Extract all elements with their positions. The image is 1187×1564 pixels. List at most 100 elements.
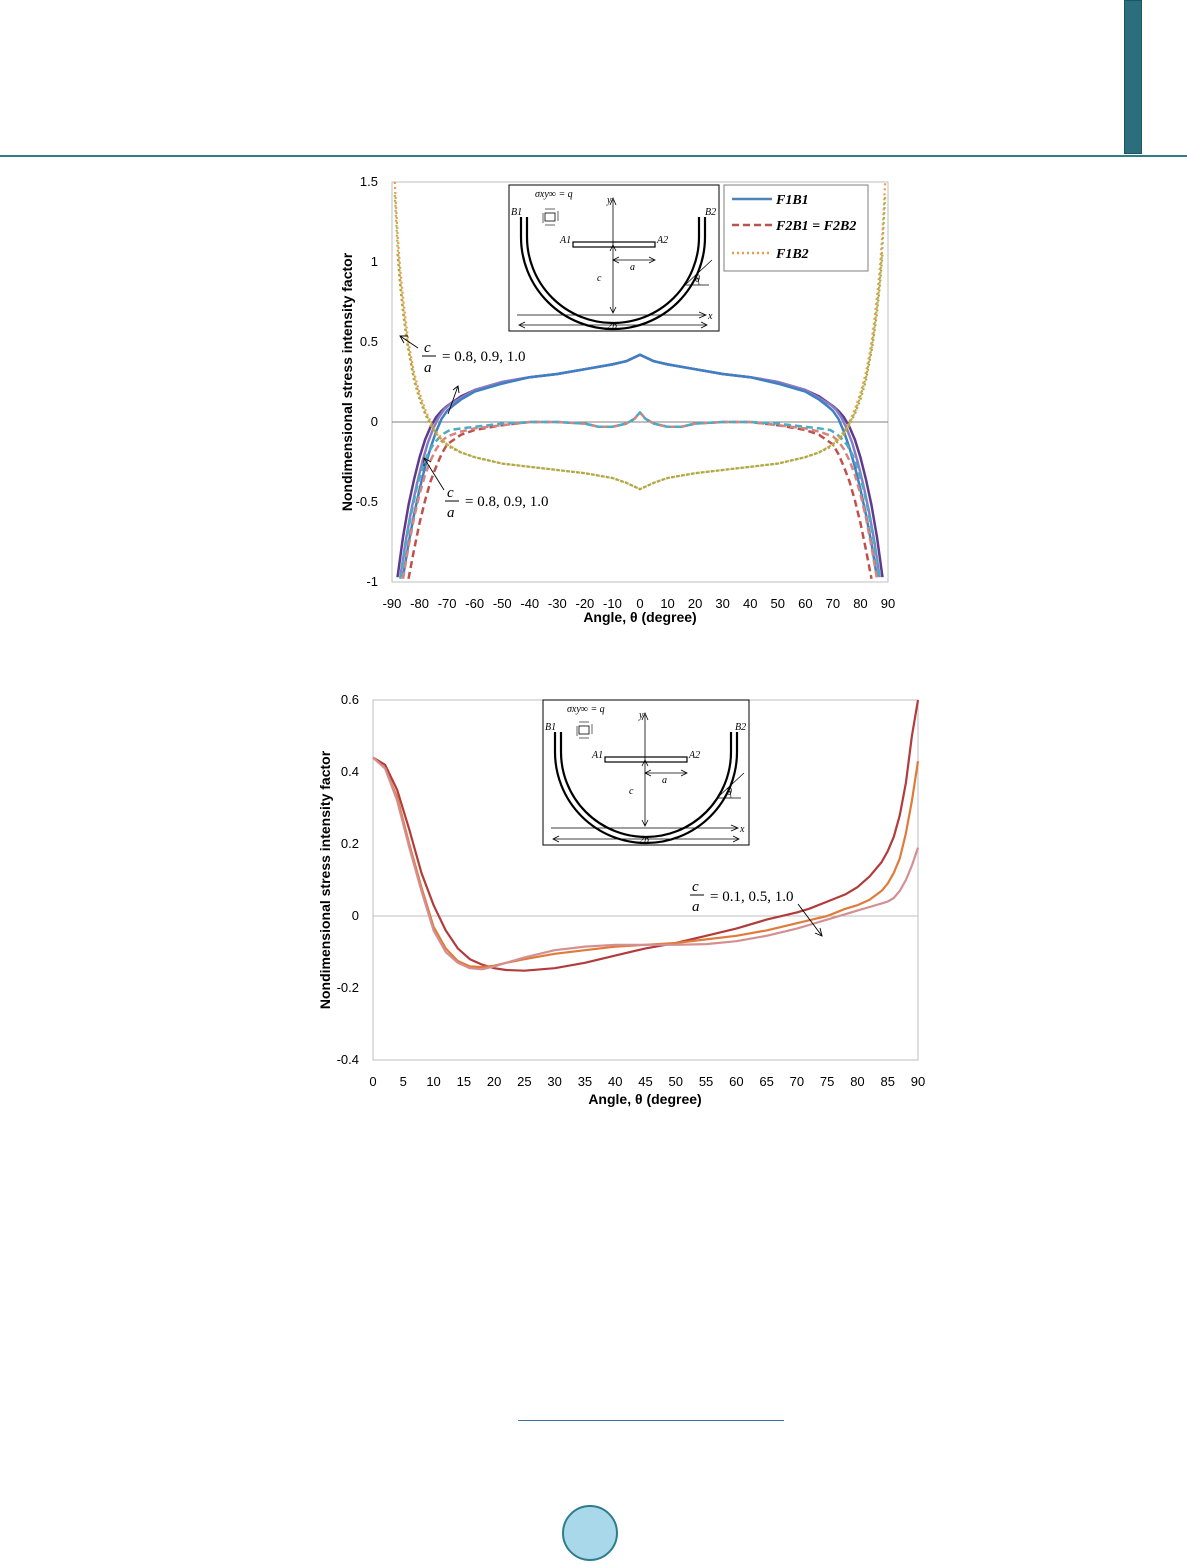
series-line-5 [401,411,879,580]
x-tick-label: 80 [853,596,867,611]
svg-text:c: c [424,340,431,356]
svg-text:= 0.8, 0.9, 1.0: = 0.8, 0.9, 1.0 [442,349,525,365]
x-tick-label: -70 [438,596,457,611]
svg-text:a: a [692,899,700,915]
svg-text:= 0.8, 0.9, 1.0: = 0.8, 0.9, 1.0 [465,494,548,510]
x-tick-label: 30 [715,596,729,611]
inset-b1: B1 [511,207,522,218]
inset-c: c [597,273,602,284]
inset-a2: A2 [656,235,668,246]
legend-label-f1b2: F1B2 [775,247,809,262]
x-tick-label: 40 [743,596,757,611]
inset-y: y [606,195,612,206]
annotation-upper: c a = 0.8, 0.9, 1.0 [399,335,525,415]
x-tick-label: 35 [578,1074,592,1089]
footer-link-underline[interactable] [518,1420,784,1421]
series-line-3 [401,353,879,578]
inset-width: 2b [607,321,617,332]
y-axis-label: Nondimensional stress intensity factor [317,750,333,1009]
x-tick-label: 50 [771,596,785,611]
svg-text:c: c [692,879,699,895]
x-tick-label: 25 [517,1074,531,1089]
x-tick-label: 80 [850,1074,864,1089]
header-rule [0,155,1187,157]
x-tick-label: -30 [548,596,567,611]
series-line-2 [399,353,881,578]
x-axis-label: Angle, θ (degree) [588,1091,701,1107]
svg-text:a: a [424,360,432,376]
y-tick-label: 1 [371,254,378,269]
inset-a: a [630,262,635,273]
inset-a1: A1 [559,235,571,246]
inset-theta: θ [727,787,732,798]
figure-1: 1.5 1 0.5 0 -0.5 -1 -90 -80 -70 -60 -50 -40 -30 -20-… [300,168,900,633]
x-tick-label: 70 [826,596,840,611]
inset-schematic: σxy∞ = q B1 B2 A1 A2 y x a c θ 2b [542,699,750,846]
y-tick-label: 0.5 [360,334,378,349]
inset-x: x [739,824,745,835]
x-tick-label: 70 [790,1074,804,1089]
journal-corner-tab [1124,0,1142,154]
inset-b1: B1 [545,722,556,733]
x-tick-label: 30 [547,1074,561,1089]
y-tick-label: 0.6 [341,692,359,707]
inset-schematic: σxy∞ = q B1 B2 A1 A2 y x a c θ 2b [508,184,720,332]
svg-text:= 0.1, 0.5, 1.0: = 0.1, 0.5, 1.0 [710,889,793,905]
x-tick-label: -50 [493,596,512,611]
legend-label-f1b1: F1B1 [775,193,809,208]
series-line-1 [396,353,884,578]
x-tick-label: 60 [729,1074,743,1089]
inset-width: 2b [639,835,649,846]
x-tick-label: 75 [820,1074,834,1089]
y-tick-label: -0.4 [337,1052,359,1067]
x-tick-label: 40 [608,1074,622,1089]
y-tick-label: 0.4 [341,764,359,779]
x-tick-label: 45 [638,1074,652,1089]
plot-area-border [391,181,889,583]
annotation-lower: c a = 0.8, 0.9, 1.0 [423,457,548,521]
y-axis-label: Nondimensional stress intensity factor [339,252,355,511]
x-tick-label: 20 [688,596,702,611]
inset-a: a [662,775,667,786]
x-tick-label: -10 [603,596,622,611]
x-tick-label: -20 [575,596,594,611]
x-tick-label: 60 [798,596,812,611]
inset-b2: B2 [705,207,716,218]
chart-2-svg: 0.6 0.4 0.2 0 -0.2 -0.4 0 5 10 15 20 25 30 35 40 45 50 5… [317,692,925,1107]
y-tick-label: 0 [371,414,378,429]
x-tick-label: 65 [759,1074,773,1089]
x-tick-label: 90 [881,596,895,611]
inset-b2: B2 [735,722,746,733]
legend: F1B1 F2B1 = F2B2 F1B2 [723,184,869,272]
y-tick-label: 0 [352,908,359,923]
x-tick-label: 15 [457,1074,471,1089]
x-tick-label: 0 [636,596,643,611]
inset-theta: θ [695,274,700,285]
x-tick-label: 50 [669,1074,683,1089]
inset-x: x [707,311,713,322]
x-tick-label: -60 [465,596,484,611]
chart-1-svg: 1.5 1 0.5 0 -0.5 -1 -90 -80 -70 -60 -50 -40 -30 -20-… [339,174,895,625]
inset-y: y [638,710,644,721]
inset-load-label: σxy∞ = q [567,704,605,715]
page-number-badge [562,1505,618,1561]
y-tick-label: -0.2 [337,980,359,995]
x-tick-label: 5 [400,1074,407,1089]
x-tick-label: -80 [410,596,429,611]
x-tick-label: 90 [911,1074,925,1089]
series-line-9 [396,253,884,491]
x-tick-label: 10 [660,596,674,611]
figure-2: 0.6 0.4 0.2 0 -0.2 -0.4 0 5 10 15 20 25 30 35 40 45 50 5… [300,690,930,1120]
x-tick-label: 0 [369,1074,376,1089]
inset-a1: A1 [591,750,603,761]
x-tick-label: 20 [487,1074,501,1089]
series-line-6 [399,411,881,579]
annotation-c-over-a: c a = 0.1, 0.5, 1.0 [690,879,823,937]
x-tick-label: 85 [880,1074,894,1089]
x-axis-label: Angle, θ (degree) [583,609,696,625]
inset-a2: A2 [688,750,700,761]
svg-text:a: a [447,505,455,521]
y-tick-label: 1.5 [360,174,378,189]
series-line-3 [372,756,920,971]
x-tick-label: 10 [426,1074,440,1089]
